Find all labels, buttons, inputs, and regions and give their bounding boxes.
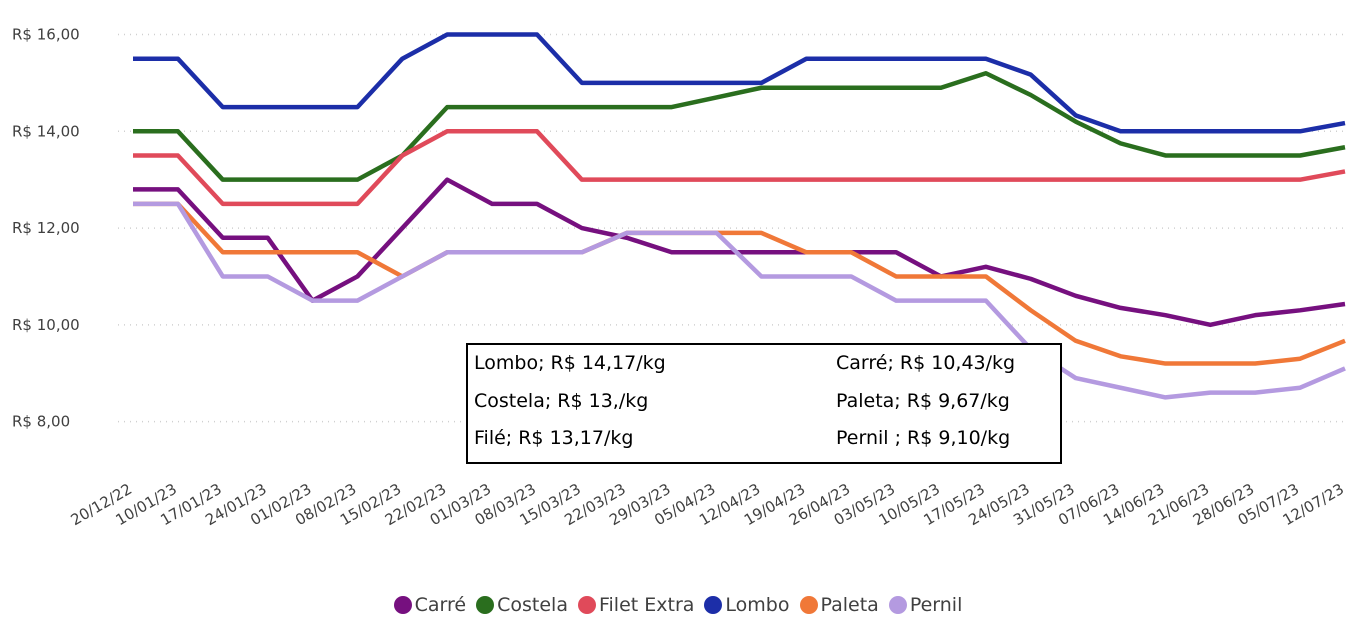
y-tick-label: R$ 8,00 xyxy=(12,413,70,431)
legend-marker xyxy=(393,596,412,614)
legend-marker xyxy=(577,596,596,614)
y-tick-label: R$ 16,00 xyxy=(12,26,80,44)
legend-marker xyxy=(799,596,818,614)
legend-label: Lombo xyxy=(725,594,790,616)
series-line xyxy=(133,70,1346,182)
legend-label: Pernil xyxy=(909,594,963,616)
legend-item: Pernil xyxy=(888,594,963,616)
annotation-text: Costela; R$ 13,/kg xyxy=(474,390,649,412)
legend-label: Paleta xyxy=(820,594,879,616)
legend-item: Costela xyxy=(476,594,568,616)
series-line xyxy=(133,201,1346,366)
annotation-text: Carré; R$ 10,43/kg xyxy=(836,352,1016,374)
legend-marker xyxy=(476,596,495,614)
legend: Carré Costela Filet Extra Lombo Paleta Pernil xyxy=(0,594,1356,616)
legend-item: Filet Extra xyxy=(577,594,695,616)
series-line xyxy=(133,32,1346,134)
legend-item: Lombo xyxy=(704,594,790,616)
legend-label: Costela xyxy=(497,594,568,616)
annotation-text: Lombo; R$ 14,17/kg xyxy=(474,352,666,374)
legend-marker xyxy=(888,596,907,614)
annotation-box: Lombo; R$ 14,17/kg Costela; R$ 13,/kg Filé… xyxy=(466,343,1062,464)
legend-item: Paleta xyxy=(799,594,879,616)
y-tick-label: R$ 10,00 xyxy=(12,316,80,334)
series-line xyxy=(133,129,1346,207)
annotation-text: Pernil ; R$ 9,10/kg xyxy=(836,427,1011,449)
legend-item: Carré xyxy=(393,594,467,616)
legend-label: Carré xyxy=(414,594,467,616)
y-tick-label: R$ 12,00 xyxy=(12,219,80,237)
annotation-text: Filé; R$ 13,17/kg xyxy=(474,427,634,449)
legend-marker xyxy=(704,596,723,614)
chart: R$ 8,00R$ 10,00R$ 12,00R$ 14,00R$ 16,002… xyxy=(12,26,1348,529)
series-line xyxy=(133,201,1346,400)
annotation-text: Paleta; R$ 9,67/kg xyxy=(836,390,1010,412)
y-tick-label: R$ 14,00 xyxy=(12,122,80,140)
legend-label: Filet Extra xyxy=(598,594,695,616)
